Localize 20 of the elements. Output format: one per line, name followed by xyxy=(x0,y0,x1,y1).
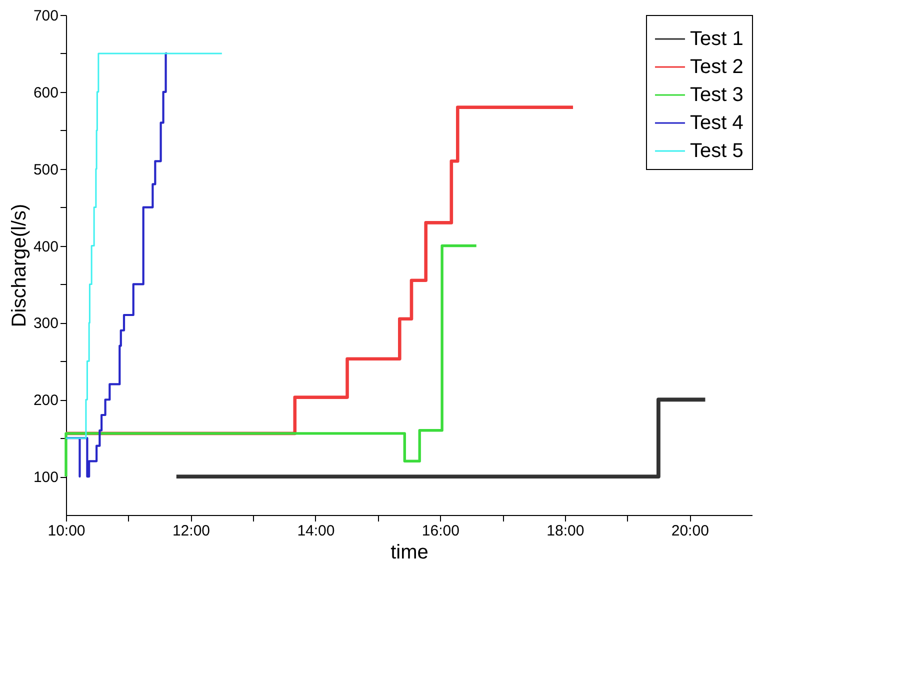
y-tick-label: 200 xyxy=(33,392,58,410)
legend-label: Test 4 xyxy=(690,112,744,134)
y-tick-label: 100 xyxy=(33,469,58,486)
y-axis-title: Discharge(l/s) xyxy=(8,204,30,328)
legend-label: Test 1 xyxy=(690,28,744,50)
legend-label: Test 2 xyxy=(690,56,744,78)
x-tick-label: 10:00 xyxy=(48,522,86,540)
y-tick-label: 500 xyxy=(33,161,58,178)
legend-label: Test 5 xyxy=(690,140,744,162)
x-tick-label: 20:00 xyxy=(671,522,709,540)
x-tick-label: 16:00 xyxy=(422,522,460,540)
x-tick-label: 18:00 xyxy=(546,522,584,540)
y-tick-label: 300 xyxy=(33,315,58,332)
x-axis-title: time xyxy=(390,542,428,564)
x-tick-label: 12:00 xyxy=(172,522,210,540)
legend-label: Test 3 xyxy=(690,84,744,106)
y-tick-label: 600 xyxy=(33,84,58,102)
x-tick-label: 14:00 xyxy=(297,522,335,540)
y-tick-label: 400 xyxy=(33,238,58,256)
y-tick-label: 700 xyxy=(33,8,58,24)
